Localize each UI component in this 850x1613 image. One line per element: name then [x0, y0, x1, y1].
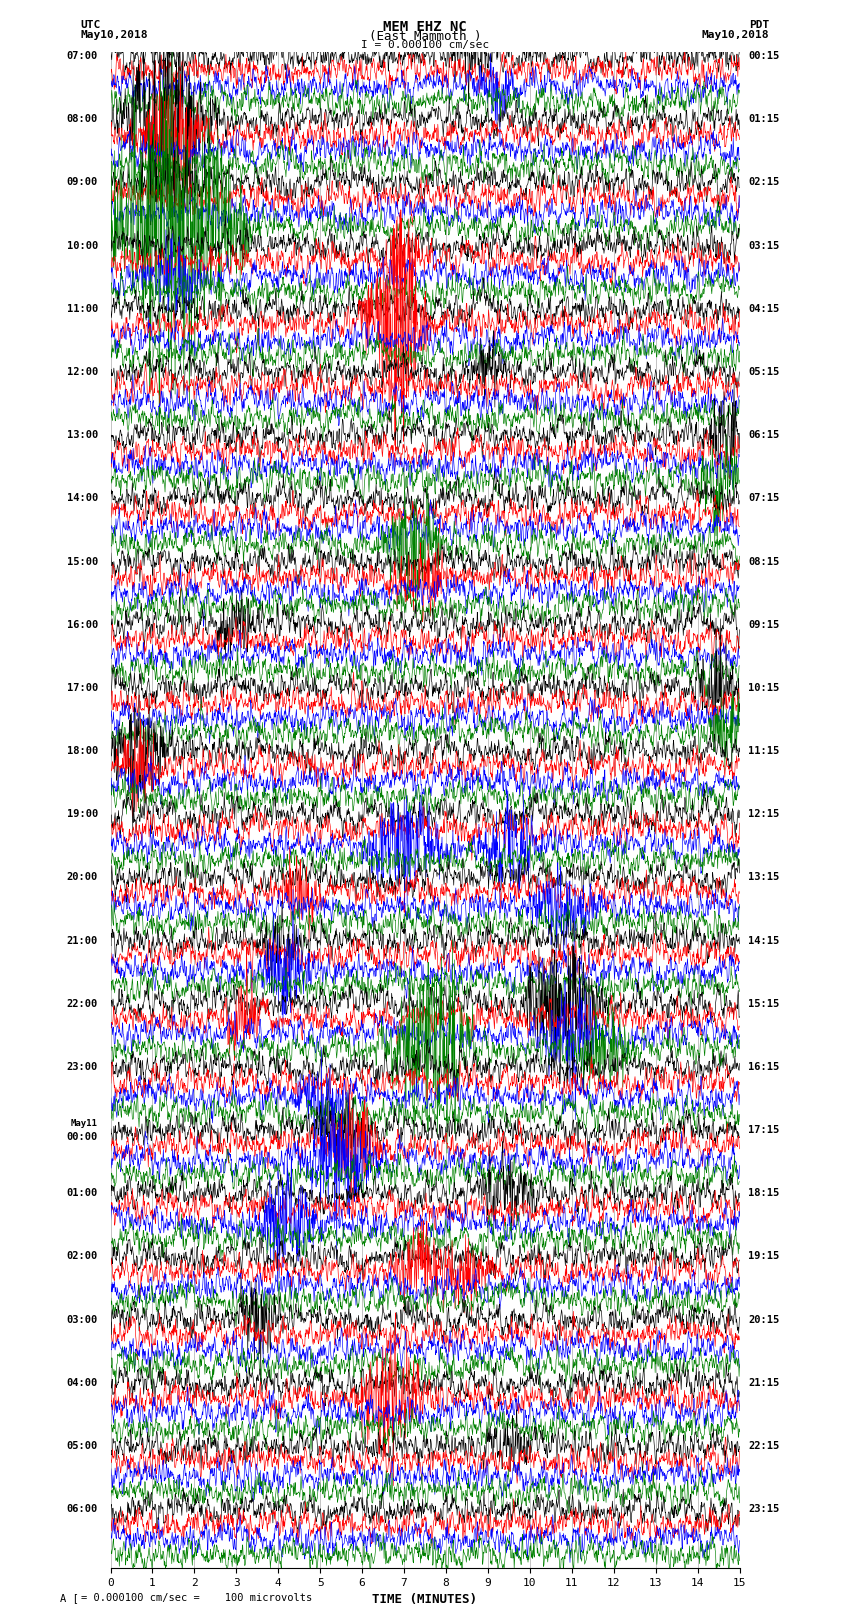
Text: 07:00: 07:00 [66, 52, 98, 61]
Text: 22:00: 22:00 [66, 998, 98, 1008]
Text: 21:00: 21:00 [66, 936, 98, 945]
Text: 08:00: 08:00 [66, 115, 98, 124]
Text: 08:15: 08:15 [748, 556, 779, 566]
Text: 09:00: 09:00 [66, 177, 98, 187]
Text: 21:15: 21:15 [748, 1378, 779, 1387]
Text: 17:15: 17:15 [748, 1126, 779, 1136]
Text: 09:15: 09:15 [748, 619, 779, 629]
Text: 14:00: 14:00 [66, 494, 98, 503]
Text: 00:00: 00:00 [66, 1132, 98, 1142]
Text: 13:00: 13:00 [66, 431, 98, 440]
Text: PDT: PDT [749, 19, 769, 31]
Text: 22:15: 22:15 [748, 1440, 779, 1452]
Text: 00:15: 00:15 [748, 52, 779, 61]
Text: 19:15: 19:15 [748, 1252, 779, 1261]
Text: 13:15: 13:15 [748, 873, 779, 882]
Text: 20:15: 20:15 [748, 1315, 779, 1324]
Text: 05:00: 05:00 [66, 1440, 98, 1452]
Text: 03:15: 03:15 [748, 240, 779, 250]
Text: 16:15: 16:15 [748, 1061, 779, 1073]
Text: 12:15: 12:15 [748, 810, 779, 819]
Text: 23:00: 23:00 [66, 1061, 98, 1073]
Text: 18:00: 18:00 [66, 747, 98, 756]
Text: 04:15: 04:15 [748, 303, 779, 315]
Text: 11:15: 11:15 [748, 747, 779, 756]
Text: May10,2018: May10,2018 [702, 31, 769, 40]
Text: I = 0.000100 cm/sec: I = 0.000100 cm/sec [361, 39, 489, 50]
Text: = 0.000100 cm/sec =    100 microvolts: = 0.000100 cm/sec = 100 microvolts [81, 1594, 312, 1603]
Text: 12:00: 12:00 [66, 368, 98, 377]
Text: 20:00: 20:00 [66, 873, 98, 882]
Text: 23:15: 23:15 [748, 1505, 779, 1515]
Text: 11:00: 11:00 [66, 303, 98, 315]
Text: MEM EHZ NC: MEM EHZ NC [383, 19, 467, 34]
Text: 02:15: 02:15 [748, 177, 779, 187]
X-axis label: TIME (MINUTES): TIME (MINUTES) [372, 1594, 478, 1607]
Text: 01:15: 01:15 [748, 115, 779, 124]
Text: 05:15: 05:15 [748, 368, 779, 377]
Text: May11: May11 [71, 1119, 98, 1127]
Text: A [: A [ [60, 1594, 78, 1603]
Text: May10,2018: May10,2018 [81, 31, 148, 40]
Text: (East Mammoth ): (East Mammoth ) [369, 31, 481, 44]
Text: 19:00: 19:00 [66, 810, 98, 819]
Text: 15:00: 15:00 [66, 556, 98, 566]
Text: 18:15: 18:15 [748, 1189, 779, 1198]
Text: 06:15: 06:15 [748, 431, 779, 440]
Text: 15:15: 15:15 [748, 998, 779, 1008]
Text: 10:00: 10:00 [66, 240, 98, 250]
Text: 04:00: 04:00 [66, 1378, 98, 1387]
Text: 01:00: 01:00 [66, 1189, 98, 1198]
Text: 16:00: 16:00 [66, 619, 98, 629]
Text: 10:15: 10:15 [748, 682, 779, 694]
Text: 03:00: 03:00 [66, 1315, 98, 1324]
Text: 06:00: 06:00 [66, 1505, 98, 1515]
Text: UTC: UTC [81, 19, 101, 31]
Text: 14:15: 14:15 [748, 936, 779, 945]
Text: 17:00: 17:00 [66, 682, 98, 694]
Text: 07:15: 07:15 [748, 494, 779, 503]
Text: 02:00: 02:00 [66, 1252, 98, 1261]
